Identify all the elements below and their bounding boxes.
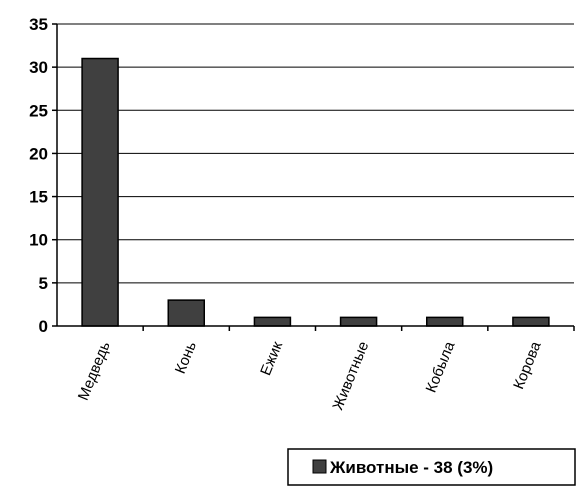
legend-box — [287, 448, 576, 486]
y-tick-label: 15 — [29, 188, 48, 207]
y-tick-label: 0 — [39, 317, 48, 336]
bar — [81, 57, 119, 327]
x-tick-label: Медведь — [75, 339, 114, 403]
x-tick-label: Животные — [329, 339, 372, 412]
y-tick-label: 10 — [29, 231, 48, 250]
legend: Животные - 38 (3%) — [287, 448, 576, 486]
bar — [512, 316, 550, 327]
bars — [81, 57, 550, 327]
bar — [426, 316, 464, 327]
y-tick-label: 20 — [29, 144, 48, 163]
bar — [253, 316, 292, 327]
gridlines — [57, 23, 574, 284]
x-tick-labels: Медведь Конь Ежик Животные Кобыла Корова — [75, 339, 545, 413]
y-tick-label: 25 — [29, 101, 48, 120]
bar — [167, 299, 205, 327]
legend-swatch — [312, 459, 327, 474]
x-tick-label: Конь — [172, 339, 200, 376]
x-tick-label: Кобыла — [423, 339, 459, 396]
x-tick-label: Корова — [510, 339, 545, 392]
y-tick-label: 5 — [39, 274, 48, 293]
x-tick-label: Ежик — [257, 339, 286, 378]
axes — [52, 23, 575, 331]
y-tick-label: 30 — [29, 58, 48, 77]
y-tick-label: 35 — [29, 15, 48, 34]
y-tick-labels: 0 5 10 15 20 25 30 35 — [29, 15, 48, 336]
legend-label: Животные - 38 (3%) — [329, 458, 493, 477]
bar — [339, 316, 378, 327]
